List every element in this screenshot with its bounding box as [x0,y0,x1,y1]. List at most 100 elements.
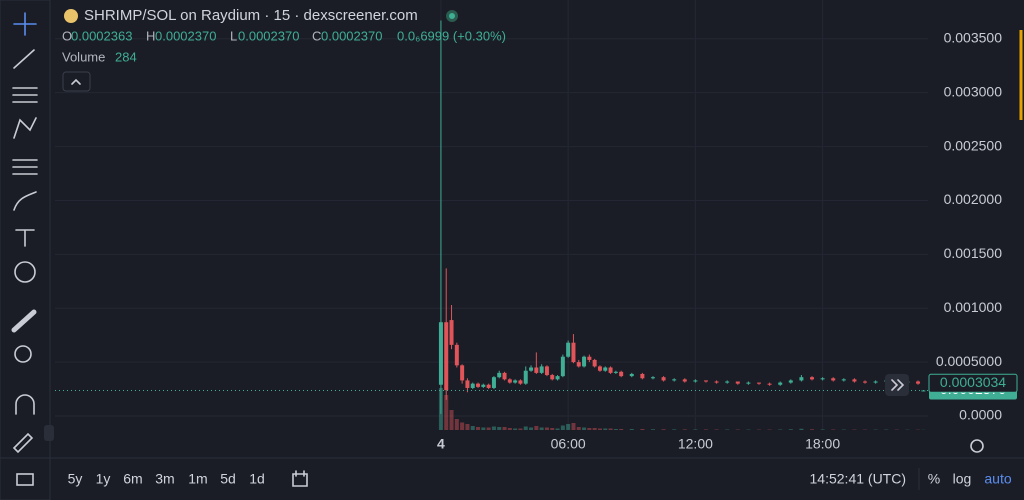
ohlc-label: C [312,28,321,43]
range-button[interactable]: 5d [220,471,236,487]
volume-bar [555,428,560,430]
scale-option[interactable]: log [953,471,972,487]
candle-body [438,322,443,385]
ohlc-value: 0.0002370 [238,28,299,43]
ruler-tool[interactable] [11,309,37,333]
volume-bar [460,422,465,430]
text-tool[interactable] [15,229,35,247]
volume-bar [629,429,634,430]
candle-body [587,356,592,360]
scroll-arrow [891,379,905,391]
candle-body [460,365,465,381]
lock-tool[interactable] [16,473,34,486]
ohlc-label: O [62,28,72,43]
emoji-tool[interactable] [14,261,36,283]
crosshair-tool[interactable] [13,12,37,36]
volume-bar [518,428,523,430]
volume-bar [799,428,804,430]
utc-clock[interactable]: 14:52:41 (UTC) [810,471,906,487]
range-button[interactable]: 3m [155,471,174,487]
magnet-tool[interactable] [15,394,35,415]
candle-body [746,382,751,384]
candle-body [672,379,677,381]
prediction-tool[interactable] [12,159,38,175]
volume-bar [592,428,597,430]
tool-icons[interactable] [11,12,38,486]
volume-bar [810,429,815,430]
date-range-icon[interactable] [292,470,308,487]
candle-body [476,383,481,387]
volume-bar [491,426,496,430]
volume-bar [534,426,539,430]
candle-body [778,382,783,385]
candle-body [582,356,587,367]
range-button[interactable]: 1y [96,471,111,487]
collapse-legend[interactable] [62,71,91,92]
candle-body [497,372,502,378]
candle-body [852,379,857,382]
line-tool[interactable] [13,49,35,69]
volume-bar [481,427,486,430]
scale-option[interactable]: auto [984,471,1011,487]
candle-body [841,379,846,381]
volume-bar [566,424,571,430]
collapse-toolbar[interactable] [44,425,54,441]
pattern-tool[interactable] [13,117,37,139]
ohlc-label: H [146,28,155,43]
candle-body [550,375,555,380]
y-tick-label: 0.003000 [944,83,1003,99]
x-tick-label: 18:00 [805,436,840,452]
zoom-tool[interactable] [14,345,32,363]
volume-bar [597,428,602,430]
candle-body [682,379,687,382]
range-button[interactable]: 1d [249,471,265,487]
volume-bar [661,429,666,430]
axis-settings[interactable] [970,439,984,453]
volume-bar [539,427,544,430]
candle-body [502,372,507,380]
candle-body [603,367,608,371]
fib-tool[interactable] [12,87,38,103]
scale-option[interactable]: % [928,471,940,487]
volume-bar [619,429,624,430]
volume-bar [502,427,507,430]
volume-bar [576,427,581,430]
candle-body [486,384,491,388]
candle-body [465,380,470,388]
candle-body [756,382,761,384]
volume-bar [476,427,481,430]
range-button[interactable]: 5y [68,471,83,487]
volume-value: 284 [115,49,137,64]
volume-bar [470,426,475,430]
range-button[interactable]: 1m [188,471,207,487]
candle-body [539,366,544,373]
candle-body [640,373,645,379]
candle-body [619,371,624,377]
candle-body [576,362,581,367]
volume-bar [778,429,783,430]
candle-body [767,383,772,385]
candle-body [534,367,539,373]
volume-bar [820,429,825,430]
candle-body [470,383,475,388]
volume-label: Volume [62,49,105,64]
candle-body [735,381,740,384]
brush-tool[interactable] [13,191,37,211]
candle-body [529,367,534,371]
candle-body [788,380,793,383]
candle-body [725,381,730,383]
volume-bar [486,427,491,430]
y-tick-label: 0.002500 [944,137,1003,153]
volume-bar [449,410,454,430]
candle-body [597,366,602,371]
volume-bar [613,429,618,430]
ohlc-value: 0.0002370 [321,28,382,43]
candle-body [714,381,719,383]
token-icon [64,9,78,23]
volume-bar [444,395,449,430]
lock-drawing-tool[interactable] [12,432,34,454]
range-button[interactable]: 6m [123,471,142,487]
x-tick-label: 06:00 [551,436,586,452]
candle-body [518,380,523,384]
